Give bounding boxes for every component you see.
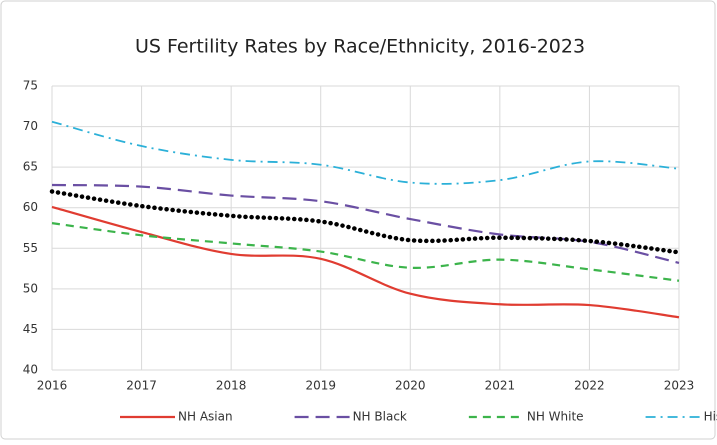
y-tick-label: 75 bbox=[23, 79, 38, 93]
legend-label: Hispanic bbox=[704, 410, 717, 424]
legend-label: NH Black bbox=[353, 410, 407, 424]
x-tick-label: 2021 bbox=[485, 379, 516, 393]
series-line bbox=[51, 205, 680, 319]
legend-label: NH Asian bbox=[178, 410, 233, 424]
x-tick-label: 2018 bbox=[216, 379, 247, 393]
x-tick-label: 2020 bbox=[395, 379, 426, 393]
x-tick-label: 2016 bbox=[37, 379, 68, 393]
chart-title: US Fertility Rates by Race/Ethnicity, 20… bbox=[135, 36, 585, 58]
x-tick-label: 2017 bbox=[126, 379, 157, 393]
series-line bbox=[51, 120, 680, 185]
series-line bbox=[49, 189, 682, 255]
y-tick-label: 45 bbox=[23, 322, 38, 336]
y-tick-label: 65 bbox=[23, 160, 38, 174]
y-tick-label: 55 bbox=[23, 241, 38, 255]
x-tick-label: 2022 bbox=[574, 379, 605, 393]
y-tick-label: 70 bbox=[23, 119, 38, 133]
y-tick-label: 40 bbox=[23, 363, 38, 377]
series-line bbox=[51, 222, 680, 282]
y-tick-label: 60 bbox=[23, 200, 38, 214]
x-tick-label: 2019 bbox=[305, 379, 336, 393]
x-tick-label: 2023 bbox=[664, 379, 695, 393]
y-tick-label: 50 bbox=[23, 281, 38, 295]
legend-label: NH White bbox=[527, 410, 584, 424]
